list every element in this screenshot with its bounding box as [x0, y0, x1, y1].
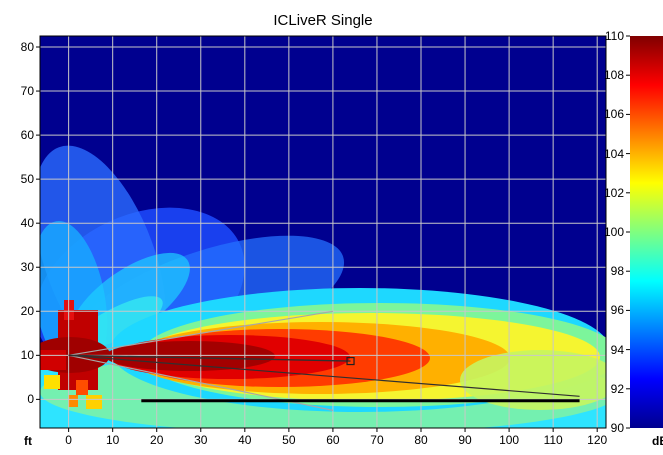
- x-tick-label: 110: [543, 433, 563, 447]
- colorbar-tick-label: 106: [603, 107, 624, 122]
- colorbar-tick-label: 92: [610, 381, 624, 396]
- coverage-edge-upper: [68, 310, 334, 356]
- y-tick-label: 70: [20, 84, 34, 99]
- x-tick-label: 40: [238, 433, 252, 447]
- colorbar-tick-label: 104: [603, 146, 624, 161]
- y-tick-label: 30: [20, 260, 34, 275]
- x-unit-label: ft: [24, 434, 32, 448]
- x-tick-label: 50: [282, 433, 296, 447]
- chart-title: ICLiveR Single: [273, 12, 373, 29]
- x-tick-label: 80: [414, 433, 428, 447]
- colorbar: [630, 36, 663, 428]
- colorbar-tick-marks: [626, 35, 630, 429]
- colorbar-tick-label: 108: [603, 68, 624, 83]
- plot-frame: [39, 35, 607, 429]
- y-tick-label: 20: [20, 304, 34, 319]
- colorbar-tick-label: 94: [610, 342, 624, 357]
- x-tick-label: 10: [105, 433, 120, 447]
- colorbar-tick-label: 98: [610, 264, 624, 279]
- y-tick-label: 10: [20, 348, 34, 363]
- x-tick-label: 20: [150, 433, 164, 447]
- colorbar-tick-label: 96: [610, 303, 624, 318]
- y-tick-label: 40: [20, 216, 34, 231]
- y-tick-label: 80: [20, 40, 34, 54]
- colorbar-tick-label: 110: [604, 29, 624, 43]
- aim-line: [68, 354, 351, 362]
- x-tick-label: 100: [499, 433, 520, 447]
- overlay-lines: [68, 310, 580, 411]
- x-tick-label: 120: [587, 433, 608, 447]
- colorbar-tick-label: 90: [610, 421, 624, 435]
- x-tick-label: 70: [370, 433, 384, 447]
- y-tick-label: 0: [27, 392, 34, 407]
- spl-heatmap: [40, 36, 606, 428]
- y-tick-label: 60: [20, 128, 34, 143]
- x-tick-label: 0: [65, 433, 72, 447]
- x-tick-marks: [68, 428, 598, 432]
- colorbar-tick-label: 100: [603, 225, 624, 239]
- colorbar-unit-label: dB: [652, 434, 663, 448]
- x-tick-label: 90: [458, 433, 472, 447]
- y-tick-label: 50: [20, 172, 34, 187]
- colorbar-tick-label: 102: [603, 185, 624, 200]
- reference-line: [68, 354, 580, 397]
- y-tick-marks: [36, 46, 40, 400]
- x-tick-label: 60: [326, 433, 340, 447]
- target-marker[interactable]: [346, 356, 355, 366]
- x-tick-label: 30: [194, 433, 208, 447]
